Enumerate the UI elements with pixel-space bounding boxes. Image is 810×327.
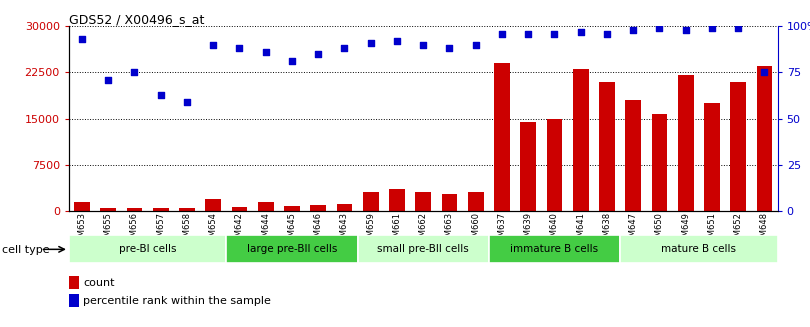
Bar [337, 204, 352, 211]
Bar [363, 192, 378, 211]
Point [233, 46, 246, 51]
Point [154, 92, 167, 97]
Point [259, 49, 272, 55]
Bar [599, 81, 615, 211]
Bar [206, 198, 221, 211]
Bar [416, 192, 431, 211]
Bar [153, 208, 168, 211]
Bar [704, 103, 720, 211]
Point [285, 59, 298, 64]
Text: mature B cells: mature B cells [661, 244, 736, 254]
Text: cell type: cell type [2, 245, 49, 254]
Point [390, 38, 403, 43]
Bar [547, 119, 562, 211]
Point [680, 27, 693, 32]
Point [338, 46, 351, 51]
Point [574, 29, 587, 34]
Bar [69, 235, 226, 263]
Bar [100, 208, 116, 211]
Bar [441, 194, 458, 211]
Point [758, 70, 771, 75]
Text: count: count [83, 278, 115, 288]
Point [102, 77, 115, 82]
Bar [232, 207, 247, 211]
Bar [284, 206, 300, 211]
Point [600, 31, 613, 36]
Text: percentile rank within the sample: percentile rank within the sample [83, 296, 271, 306]
Text: immature B cells: immature B cells [510, 244, 599, 254]
Bar [494, 63, 509, 211]
Bar [520, 122, 536, 211]
Point [522, 31, 535, 36]
Bar [357, 235, 489, 263]
Bar [489, 235, 620, 263]
Bar [258, 202, 274, 211]
Text: pre-BI cells: pre-BI cells [119, 244, 177, 254]
Bar [310, 205, 326, 211]
Text: GDS52 / X00496_s_at: GDS52 / X00496_s_at [69, 13, 204, 26]
Text: large pre-BII cells: large pre-BII cells [247, 244, 337, 254]
Point [443, 46, 456, 51]
Bar [731, 81, 746, 211]
Point [364, 40, 377, 45]
Bar [468, 192, 484, 211]
Point [496, 31, 509, 36]
Point [469, 42, 482, 47]
Point [207, 42, 220, 47]
Bar [620, 235, 778, 263]
Point [416, 42, 429, 47]
Point [706, 26, 718, 31]
Bar [126, 208, 143, 211]
Bar [678, 76, 693, 211]
Point [731, 26, 744, 31]
Point [653, 26, 666, 31]
Bar [651, 114, 667, 211]
Point [75, 37, 88, 42]
Bar [389, 189, 405, 211]
Bar [757, 66, 773, 211]
Point [128, 70, 141, 75]
Point [627, 27, 640, 32]
Bar [74, 202, 90, 211]
Point [181, 99, 194, 105]
Bar [625, 100, 641, 211]
Point [548, 31, 561, 36]
Bar [573, 69, 589, 211]
Bar [179, 208, 195, 211]
Text: small pre-BII cells: small pre-BII cells [377, 244, 469, 254]
Bar [226, 235, 357, 263]
Point [312, 51, 325, 57]
